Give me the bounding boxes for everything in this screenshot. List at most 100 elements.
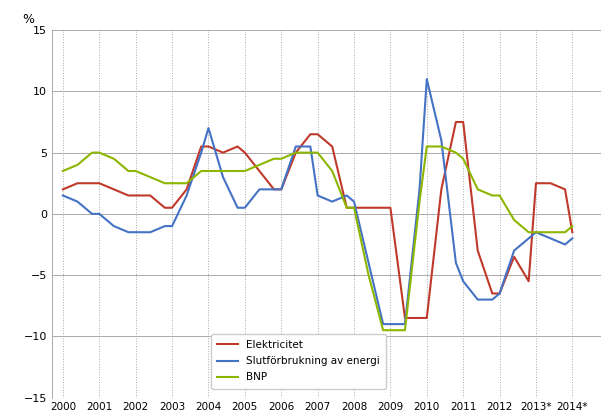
BNP	[270, 156, 277, 161]
Elektricitet	[416, 316, 423, 321]
BNP	[147, 175, 154, 180]
Elektricitet	[343, 205, 350, 210]
BNP	[474, 187, 481, 192]
Elektricitet	[489, 291, 496, 296]
Elektricitet	[256, 168, 263, 173]
BNP	[110, 156, 118, 161]
Line: BNP: BNP	[63, 146, 572, 330]
Elektricitet	[423, 316, 430, 321]
Slutförbrukning av energi	[292, 144, 299, 149]
Slutförbrukning av energi	[510, 248, 518, 253]
Slutförbrukning av energi	[314, 193, 321, 198]
BNP	[496, 193, 503, 198]
Elektricitet	[496, 291, 503, 296]
Elektricitet	[89, 181, 96, 186]
Slutförbrukning av energi	[168, 224, 175, 229]
Elektricitet	[168, 205, 175, 210]
Elektricitet	[270, 187, 277, 192]
BNP	[379, 328, 387, 333]
Elektricitet	[161, 205, 169, 210]
BNP	[219, 168, 226, 173]
Line: Slutförbrukning av energi: Slutförbrukning av energi	[63, 79, 572, 324]
Slutförbrukning av energi	[496, 291, 503, 296]
BNP	[277, 156, 285, 161]
Elektricitet	[459, 120, 467, 125]
Slutförbrukning av energi	[474, 297, 481, 302]
BNP	[438, 144, 445, 149]
Slutförbrukning av energi	[183, 193, 190, 198]
Elektricitet	[132, 193, 140, 198]
Slutförbrukning av energi	[59, 193, 67, 198]
Elektricitet	[277, 187, 285, 192]
BNP	[489, 193, 496, 198]
Elektricitet	[183, 187, 190, 192]
Slutförbrukning av energi	[365, 260, 372, 265]
Slutförbrukning av energi	[125, 230, 132, 235]
BNP	[423, 144, 430, 149]
Elektricitet	[474, 248, 481, 253]
Slutförbrukning av energi	[525, 236, 532, 241]
Elektricitet	[401, 316, 409, 321]
BNP	[547, 230, 554, 235]
Elektricitet	[219, 150, 226, 155]
Elektricitet	[241, 150, 248, 155]
BNP	[89, 150, 96, 155]
Slutförbrukning av energi	[89, 212, 96, 217]
Elektricitet	[532, 181, 540, 186]
Elektricitet	[525, 279, 532, 284]
BNP	[168, 181, 175, 186]
Slutförbrukning av energi	[379, 321, 387, 326]
Elektricitet	[205, 144, 212, 149]
BNP	[532, 230, 540, 235]
BNP	[350, 205, 358, 210]
Elektricitet	[561, 187, 569, 192]
Legend: Elektricitet, Slutförbrukning av energi, BNP: Elektricitet, Slutförbrukning av energi,…	[211, 334, 387, 389]
Slutförbrukning av energi	[132, 230, 140, 235]
BNP	[125, 168, 132, 173]
Slutförbrukning av energi	[459, 279, 467, 284]
Slutförbrukning av energi	[416, 187, 423, 192]
Line: Elektricitet: Elektricitet	[63, 122, 572, 318]
Slutförbrukning av energi	[241, 205, 248, 210]
Elektricitet	[314, 132, 321, 137]
Slutförbrukning av energi	[161, 224, 169, 229]
Slutförbrukning av energi	[205, 126, 212, 131]
Elektricitet	[74, 181, 81, 186]
Elektricitet	[197, 144, 205, 149]
Slutförbrukning av energi	[277, 187, 285, 192]
BNP	[314, 150, 321, 155]
BNP	[183, 181, 190, 186]
BNP	[161, 181, 169, 186]
Slutförbrukning av energi	[197, 150, 205, 155]
Elektricitet	[234, 144, 241, 149]
Slutförbrukning av energi	[452, 260, 459, 265]
Slutförbrukning av energi	[547, 236, 554, 241]
Text: %: %	[22, 13, 34, 26]
BNP	[241, 168, 248, 173]
Elektricitet	[125, 193, 132, 198]
Slutförbrukning av energi	[343, 193, 350, 198]
Slutförbrukning av energi	[219, 175, 226, 180]
Slutförbrukning av energi	[234, 205, 241, 210]
Slutförbrukning av energi	[532, 230, 540, 235]
Slutförbrukning av energi	[569, 236, 576, 241]
BNP	[525, 230, 532, 235]
BNP	[256, 162, 263, 167]
Elektricitet	[110, 187, 118, 192]
Elektricitet	[452, 120, 459, 125]
Elektricitet	[569, 230, 576, 235]
BNP	[96, 150, 103, 155]
Slutförbrukning av energi	[328, 199, 336, 204]
BNP	[569, 224, 576, 229]
BNP	[387, 328, 394, 333]
BNP	[234, 168, 241, 173]
Elektricitet	[379, 205, 387, 210]
Elektricitet	[438, 187, 445, 192]
BNP	[510, 217, 518, 222]
Elektricitet	[510, 254, 518, 259]
Slutförbrukning av energi	[307, 144, 314, 149]
BNP	[74, 162, 81, 167]
BNP	[343, 205, 350, 210]
Slutförbrukning av energi	[438, 138, 445, 143]
Elektricitet	[350, 205, 358, 210]
